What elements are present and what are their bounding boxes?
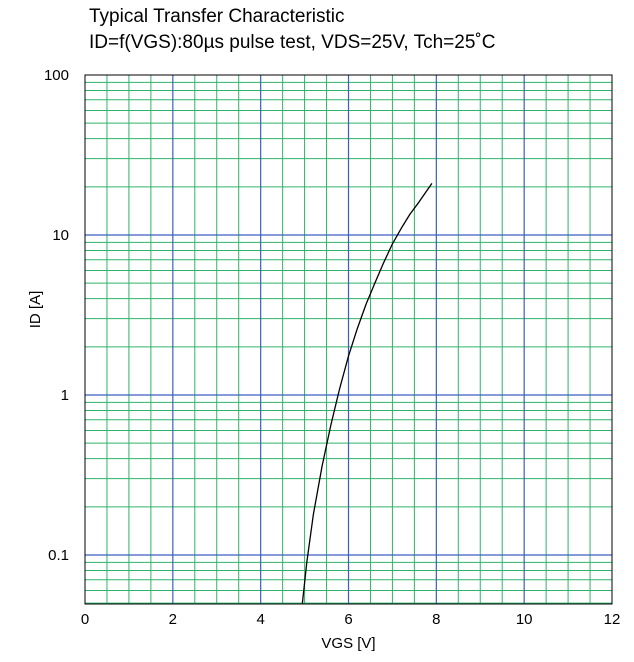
plot-frame	[84, 74, 613, 605]
x-tick-label: 10	[516, 611, 533, 628]
y-tick-label: 10	[52, 227, 69, 244]
series-layer	[301, 183, 433, 604]
x-tick-label: 0	[81, 611, 89, 628]
x-tick-label: 2	[169, 611, 177, 628]
y-tick-label: 0.1	[48, 547, 69, 564]
x-axis-label: VGS [V]	[321, 635, 375, 652]
y-axis-label: ID [A]	[27, 291, 44, 329]
major-grid	[85, 75, 612, 604]
chart-title: Typical Transfer Characteristic	[89, 6, 345, 27]
x-tick-label: 4	[256, 611, 264, 628]
y-tick-labels: 0.1 1 10 100	[44, 67, 69, 564]
x-tick-label: 12	[604, 611, 621, 628]
x-tick-label: 6	[344, 611, 352, 628]
series-line	[301, 183, 433, 604]
y-tick-label: 100	[44, 67, 69, 84]
x-tick-label: 8	[432, 611, 440, 628]
y-tick-label: 1	[61, 387, 69, 404]
chart-subtitle: ID=f(VGS):80µs pulse test, VDS=25V, Tch=…	[89, 32, 496, 53]
x-tick-labels: 0 2 4 6 8 10 12	[81, 611, 621, 628]
